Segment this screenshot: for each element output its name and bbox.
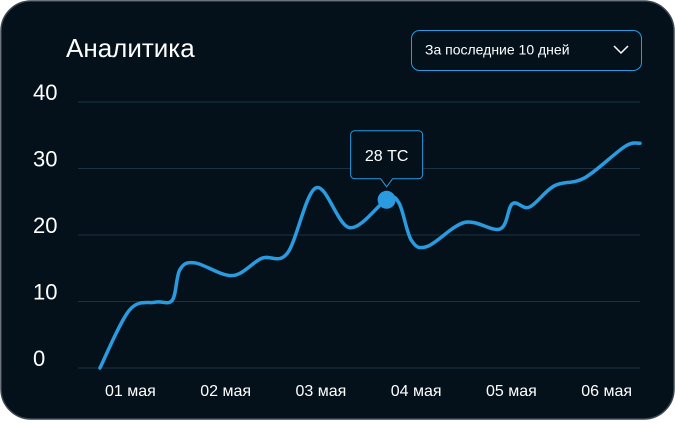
x-tick-label: 01 мая	[105, 383, 156, 400]
period-dropdown[interactable]: За последние 10 дней	[411, 30, 642, 71]
x-tick-label: 04 мая	[391, 383, 442, 400]
highlight-point	[377, 190, 396, 209]
chart-title: Аналитика	[66, 33, 195, 63]
y-tick-label: 10	[33, 279, 57, 304]
dropdown-label[interactable]: За последние 10 дней	[425, 42, 570, 58]
x-tick-label: 03 мая	[295, 383, 346, 400]
tooltip-label: 28 ТС	[365, 148, 409, 165]
y-tick-label: 20	[33, 213, 57, 238]
y-tick-label: 0	[33, 346, 45, 371]
x-tick-label: 06 мая	[581, 383, 632, 400]
dropdown-chevron[interactable]	[613, 45, 629, 55]
tooltip-box	[350, 130, 424, 188]
y-tick-label: 30	[33, 146, 57, 171]
x-tick-label: 02 мая	[200, 383, 251, 400]
y-tick-label: 40	[33, 80, 57, 105]
x-tick-label: 05 мая	[486, 383, 537, 400]
dropdown-box[interactable]	[411, 30, 642, 71]
